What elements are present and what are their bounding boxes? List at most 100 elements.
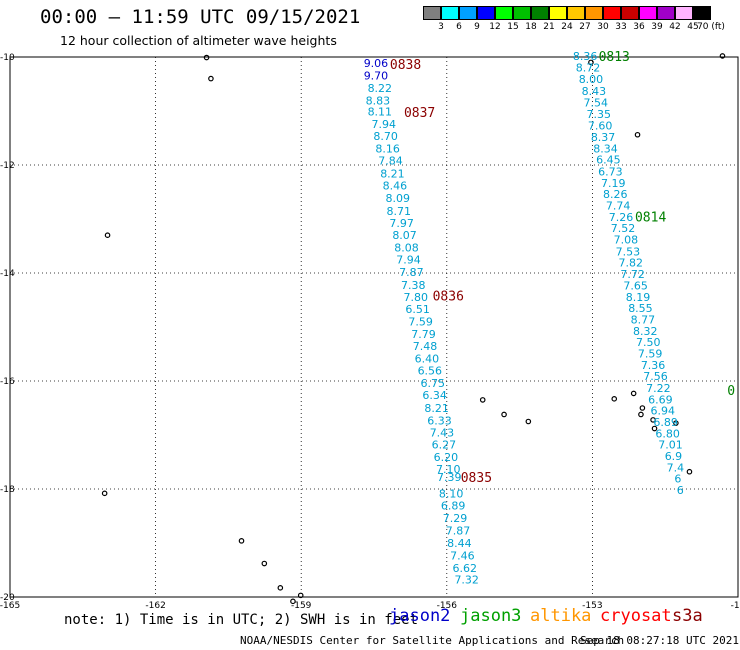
island-outline: [238, 538, 245, 544]
island-outline: [261, 560, 268, 567]
colorbar-swatch: [603, 6, 621, 20]
lat-tick-label: -18: [0, 485, 15, 495]
island-outline: [686, 468, 693, 475]
colorbar-label: 39: [651, 22, 663, 32]
colorbar-swatch: [477, 6, 495, 20]
island-outline: [634, 131, 641, 138]
swh-value-label: 7.59: [638, 347, 663, 360]
pass-time-label: 0837: [404, 106, 435, 121]
island-outline: [101, 490, 108, 497]
swh-value-label: 7.29: [443, 512, 468, 525]
swh-value-label: 7.72: [620, 268, 645, 281]
legend-jason2: jason2: [389, 606, 451, 626]
swh-value-label: 6.40: [415, 352, 440, 365]
colorbar-label: 27: [579, 22, 591, 32]
swh-value-label: 8.10: [439, 487, 464, 500]
swh-value-label: 8.34: [593, 142, 618, 155]
swh-value-label: 6: [677, 484, 684, 497]
colorbar-label: 24: [561, 22, 573, 32]
swh-value-label: 8.09: [386, 192, 411, 205]
colorbar-swatch: [531, 6, 549, 20]
lat-tick-label: -12: [0, 161, 15, 171]
swh-value-label: 8.21: [424, 402, 449, 415]
swh-value-label: 8.00: [579, 73, 604, 86]
legend-altika: altika: [530, 606, 592, 626]
swh-value-label: 6.27: [432, 439, 457, 452]
island-outline: [525, 418, 532, 425]
swh-value-label: 7.94: [396, 254, 421, 267]
colorbar-label: 6: [456, 22, 462, 32]
footer-timestamp: Sep 18 08:27:18 UTC 2021: [580, 634, 739, 647]
swh-value-label: 7.84: [378, 155, 403, 168]
swh-value-label: 7.82: [618, 257, 643, 270]
swh-value-label: 7.79: [411, 328, 436, 341]
colorbar-swatch: [639, 6, 657, 20]
colorbar-label: 15: [507, 22, 519, 32]
pass-time-label: 0: [727, 384, 735, 399]
island-outline: [208, 75, 214, 82]
footer-credit: NOAA/NESDIS Center for Satellite Applica…: [240, 634, 625, 647]
swh-value-label: 6.33: [427, 414, 452, 427]
swh-value-label: 7.22: [646, 382, 671, 395]
island-outline: [719, 53, 726, 59]
lon-tick-label: -162: [145, 601, 165, 611]
island-outline: [588, 59, 594, 66]
swh-value-label: 7.56: [643, 370, 668, 383]
island-outline: [673, 420, 679, 426]
swh-value-label: 6.62: [453, 562, 478, 575]
lon-tick-label: -153: [582, 601, 602, 611]
swh-value-label: 6.94: [651, 405, 676, 418]
swh-value-label: 7.74: [606, 200, 631, 213]
pass-time-label: 0813: [599, 50, 630, 65]
lon-tick-label: -159: [291, 601, 312, 611]
swh-value-label: 6.34: [422, 389, 447, 402]
colorbar-label: 45: [687, 22, 699, 32]
swh-value-label: 6.75: [420, 377, 445, 390]
island-outline: [479, 397, 486, 403]
swh-value-label: 8.72: [576, 61, 601, 74]
colorbar-label: 3: [438, 22, 444, 32]
swh-value-label: 9.70: [364, 69, 389, 82]
colorbar-swatch: [657, 6, 675, 20]
colorbar-label: 21: [543, 22, 555, 32]
colorbar-label: 42: [669, 22, 681, 32]
island-outline: [277, 585, 284, 591]
swh-value-label: 8.07: [392, 229, 417, 242]
swh-value-label: 7.94: [371, 118, 396, 131]
swh-value-label: 7.53: [616, 245, 641, 258]
swh-value-label: 8.70: [373, 130, 398, 143]
swh-value-label: 7.97: [389, 217, 414, 230]
island-outline: [639, 405, 646, 411]
island-outline: [651, 425, 658, 432]
pass-time-label: 0838: [390, 58, 421, 73]
colorbar-label: 33: [615, 22, 627, 32]
swh-value-label: 7.87: [399, 266, 424, 279]
swh-value-label: 7.65: [623, 279, 648, 292]
swh-value-label: 7.4: [667, 461, 685, 474]
swh-value-label: 6.56: [418, 365, 443, 378]
swh-value-label: 6.20: [434, 451, 459, 464]
swh-value-label: 6.45: [596, 154, 621, 167]
colorbar-swatch: [495, 6, 513, 20]
swh-value-label: 6.73: [598, 165, 623, 178]
lat-tick-label: -20: [0, 593, 15, 603]
swh-value-label: 8.11: [368, 106, 393, 119]
colorbar-label: 9: [474, 22, 480, 32]
swh-value-label: 7.35: [586, 108, 611, 121]
swh-value-label: 6.80: [655, 427, 680, 440]
swh-value-label: 8.19: [626, 291, 651, 304]
colorbar-swatch: [693, 6, 711, 20]
island-outline: [650, 417, 656, 423]
map-frame: [9, 56, 739, 598]
legend-s3a: s3a: [672, 606, 703, 626]
swh-value-label: 7.43: [430, 426, 455, 439]
page-title: 00:00 – 11:59 UTC 09/15/2021: [40, 6, 361, 28]
colorbar-swatch: [621, 6, 639, 20]
lon-tick-label: -15: [731, 601, 740, 611]
swh-value-label: 7.87: [446, 525, 471, 538]
island-outline: [630, 390, 637, 397]
legend-jason3: jason3: [460, 606, 522, 626]
swh-value-label: 8.55: [628, 302, 653, 315]
swh-value-label: 7.38: [401, 279, 426, 292]
